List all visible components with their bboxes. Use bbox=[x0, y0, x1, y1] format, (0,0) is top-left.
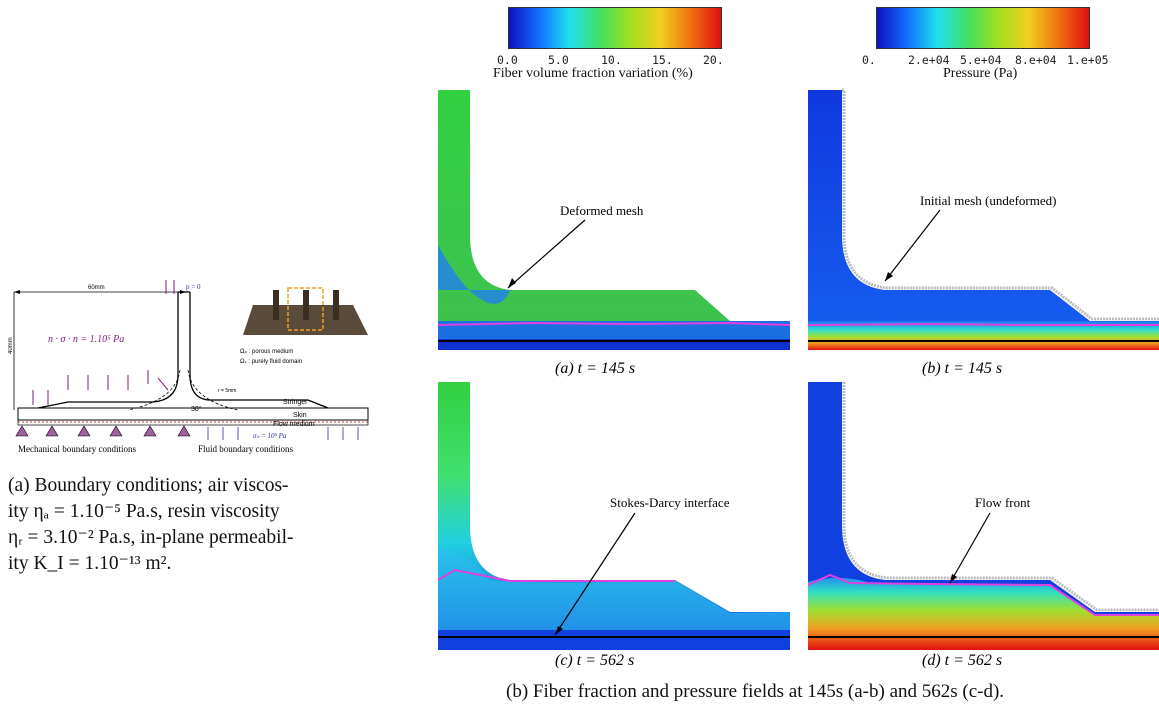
left-caption: (a) Boundary conditions; air viscos- ity… bbox=[8, 473, 384, 577]
fiber-tick-4: 20. bbox=[703, 53, 724, 67]
pressure-colorbar bbox=[876, 7, 1090, 49]
flow-medium-label: Flow medium bbox=[273, 421, 315, 428]
panel-c-caption: (c) t = 562 s bbox=[555, 652, 634, 669]
dim-width-label: 60mm bbox=[88, 285, 105, 291]
stringer-label: Stringer bbox=[283, 399, 308, 406]
fiber-tick-1: 5.0 bbox=[548, 53, 569, 67]
fiber-tick-0: 0.0 bbox=[497, 53, 518, 67]
domain-porous-label: Ωₚ : porous medium bbox=[240, 349, 293, 355]
pressure-tick-2: 5.e+04 bbox=[960, 53, 1002, 67]
panel-d-caption: (d) t = 562 s bbox=[922, 652, 1002, 669]
pressure-colorbar-label: Pressure (Pa) bbox=[943, 66, 1018, 81]
radius-label: r = 5mm bbox=[218, 388, 236, 394]
fiber-colorbar-label: Fiber volume fraction variation (%) bbox=[493, 66, 693, 81]
panel-a-annotation: Deformed mesh bbox=[560, 203, 644, 218]
left-caption-line-1: (a) Boundary conditions; air viscos- bbox=[8, 475, 289, 496]
stringer-photo bbox=[243, 287, 368, 335]
panel-d-annotation: Flow front bbox=[975, 495, 1031, 510]
domain-fluid-label: Ωₛ : purely fluid domain bbox=[240, 359, 302, 365]
skin-label: Skin bbox=[293, 412, 307, 419]
pressure-tick-1: 2.e+04 bbox=[908, 53, 950, 67]
panel-b-caption: (b) t = 145 s bbox=[922, 360, 1002, 377]
angle-label: 30° bbox=[191, 405, 202, 413]
left-caption-line-3: ηᵣ = 3.10⁻² Pa.s, in-plane permeabil- bbox=[8, 527, 294, 548]
panel-b bbox=[807, 88, 1159, 350]
panel-b-annotation: Initial mesh (undeformed) bbox=[920, 193, 1056, 208]
left-caption-line-2: ity ηₐ = 1.10⁻⁵ Pa.s, resin viscosity bbox=[8, 501, 280, 522]
pressure-tick-0: 0. bbox=[862, 53, 876, 67]
panel-c bbox=[437, 382, 790, 650]
panel-a-caption: (a) t = 145 s bbox=[555, 360, 635, 377]
boundary-conditions-schematic: 60mm 40mm p = 0 n · σ · n = 1.10⁵ Pa Ωₚ … bbox=[8, 280, 369, 454]
mechanical-bc-label: Mechanical boundary conditions bbox=[18, 444, 136, 454]
panel-d bbox=[807, 382, 1159, 650]
panel-c-annotation: Stokes-Darcy interface bbox=[610, 495, 730, 510]
left-caption-line-4: ity K_I = 1.10⁻¹³ m². bbox=[8, 553, 172, 574]
pressure-tick-3: 8.e+04 bbox=[1015, 53, 1057, 67]
simulation-panels: Deformed mesh (a) t = 145 s Initial mesh… bbox=[437, 88, 1159, 669]
fluid-bc-label: Fluid boundary conditions bbox=[198, 444, 293, 454]
fiber-colorbar bbox=[508, 7, 722, 49]
figure-caption: (b) Fiber fraction and pressure fields a… bbox=[506, 681, 1005, 702]
inlet-condition-label: σₙ = 10⁵ Pa bbox=[253, 432, 287, 440]
fiber-tick-2: 10. bbox=[601, 53, 622, 67]
dim-height-label: 40mm bbox=[8, 337, 14, 354]
panel-a bbox=[437, 90, 791, 350]
normal-stress-label: n · σ · n = 1.10⁵ Pa bbox=[48, 334, 124, 345]
pressure-tick-4: 1.e+05 bbox=[1067, 53, 1109, 67]
top-condition-label: p = 0 bbox=[186, 283, 201, 291]
fiber-tick-3: 15. bbox=[652, 53, 673, 67]
